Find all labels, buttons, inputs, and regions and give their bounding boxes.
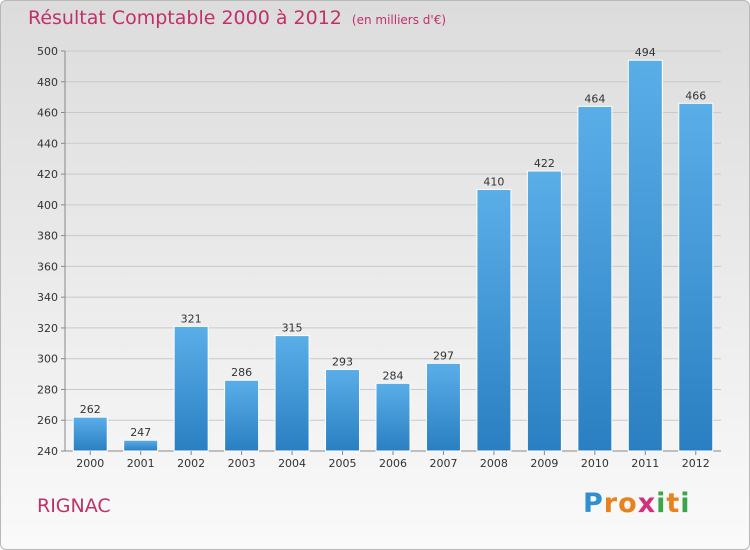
commune-name: RIGNAC [37, 495, 111, 517]
logo-letter: i [656, 488, 667, 519]
data-label-2012: 466 [685, 89, 706, 102]
y-tick-label-480: 480 [37, 76, 58, 89]
chart-subtitle: (en milliers d'€) [351, 13, 447, 27]
data-label-2000: 262 [80, 403, 101, 416]
y-tick-label-320: 320 [37, 322, 58, 335]
proxiti-logo[interactable]: Proxiti [583, 488, 691, 519]
bar-2007 [425, 362, 461, 452]
y-tick-label-420: 420 [37, 168, 58, 181]
x-tick-label-2012: 2012 [682, 457, 710, 470]
x-tick-label-2011: 2011 [631, 457, 659, 470]
x-tick-label-2003: 2003 [228, 457, 256, 470]
x-tick-label-2000: 2000 [76, 457, 104, 470]
y-tick-label-300: 300 [37, 353, 58, 366]
x-tick-label-2008: 2008 [480, 457, 508, 470]
x-tick-label-2001: 2001 [127, 457, 155, 470]
bar-2010 [577, 105, 613, 452]
bar-2012 [678, 102, 714, 452]
data-label-2007: 297 [433, 349, 454, 362]
data-label-2008: 410 [483, 175, 504, 188]
y-tick-label-280: 280 [37, 383, 58, 396]
chart-title: Résultat Comptable 2000 à 2012 (en millie… [28, 7, 446, 29]
data-label-2004: 315 [282, 322, 303, 335]
logo-letter: P [583, 488, 604, 519]
bar-2005 [325, 368, 361, 452]
y-tick-label-260: 260 [37, 414, 58, 427]
x-tick-label-2006: 2006 [379, 457, 407, 470]
y-tick-label-240: 240 [37, 445, 58, 458]
data-label-2006: 284 [383, 369, 404, 382]
y-tick-label-360: 360 [37, 260, 58, 273]
logo-letter: o [618, 488, 638, 519]
chart-title-text: Résultat Comptable 2000 à 2012 [28, 7, 342, 29]
x-tick-label-2010: 2010 [581, 457, 609, 470]
logo-letter: i [680, 488, 691, 519]
logo-letter: x [637, 488, 657, 519]
x-tick-label-2005: 2005 [329, 457, 357, 470]
data-label-2001: 247 [130, 426, 151, 439]
data-label-2010: 464 [584, 92, 605, 105]
y-tick-label-340: 340 [37, 291, 58, 304]
y-tick-label-440: 440 [37, 137, 58, 150]
bar-2003 [224, 379, 260, 452]
x-tick-label-2002: 2002 [177, 457, 205, 470]
y-tick-label-500: 500 [37, 45, 58, 58]
bar-2002 [173, 325, 209, 452]
logo-letter: r [603, 488, 619, 519]
data-label-2009: 422 [534, 157, 555, 170]
data-label-2002: 321 [181, 312, 202, 325]
x-tick-label-2009: 2009 [530, 457, 558, 470]
data-label-2005: 293 [332, 355, 353, 368]
bar-2011 [627, 59, 663, 452]
logo-letter: t [666, 488, 681, 519]
bar-2009 [526, 170, 562, 452]
y-tick-label-460: 460 [37, 107, 58, 120]
bar-2001 [123, 439, 159, 452]
y-tick-label-380: 380 [37, 230, 58, 243]
bar-2004 [274, 335, 310, 452]
data-label-2003: 286 [231, 366, 252, 379]
bar-2000 [72, 416, 108, 452]
data-label-2011: 494 [635, 46, 656, 59]
x-tick-label-2004: 2004 [278, 457, 306, 470]
bar-2006 [375, 382, 411, 452]
bar-2008 [476, 188, 512, 452]
x-tick-label-2007: 2007 [429, 457, 457, 470]
y-tick-label-400: 400 [37, 199, 58, 212]
